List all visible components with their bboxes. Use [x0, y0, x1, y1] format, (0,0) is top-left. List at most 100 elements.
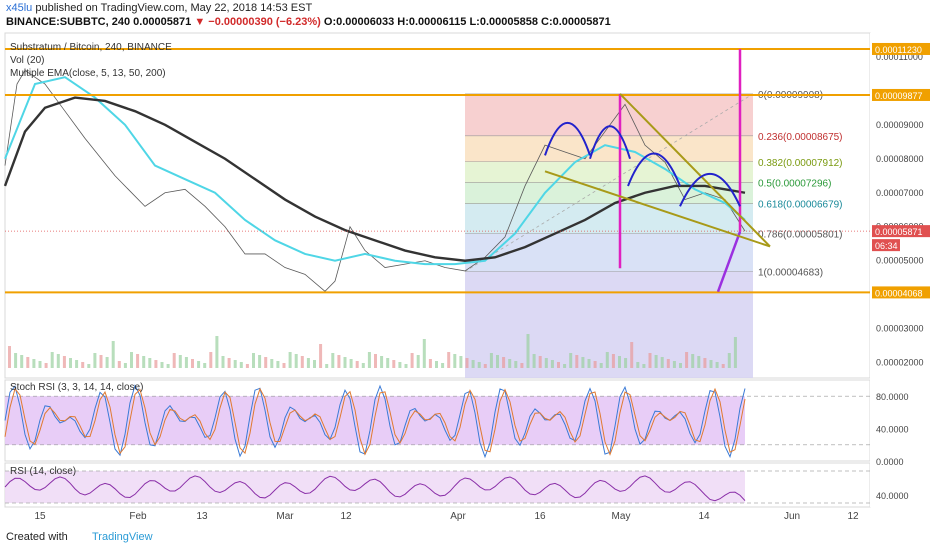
volume-bar: [538, 356, 542, 368]
volume-bar: [130, 352, 133, 368]
x-tick-label: 14: [698, 511, 710, 522]
arc-pattern-3: [679, 173, 741, 207]
stoch-tick-label: 80.0000: [876, 392, 909, 402]
volume-bar: [50, 352, 54, 368]
arc-pattern-0: [544, 122, 591, 156]
chart-canvas[interactable]: 0(0.00009908)0.236(0.00008675)0.382(0.00…: [0, 0, 932, 526]
volume-bar: [160, 362, 164, 368]
volume-bar: [727, 353, 731, 368]
volume-bar: [123, 363, 127, 368]
volume-bar: [636, 362, 640, 368]
volume-bar: [184, 357, 188, 368]
volume-bar: [233, 360, 237, 368]
price-label-box: [872, 88, 930, 101]
volume-bar: [648, 353, 652, 368]
y-tick-label: 0.00008000: [876, 154, 924, 164]
volume-bar: [197, 361, 201, 368]
volume-bar: [502, 357, 506, 368]
price-label-box: [872, 286, 930, 299]
volume-bar: [624, 358, 628, 368]
fib-zone-2: [465, 161, 753, 183]
volume-bar: [56, 354, 60, 368]
volume-bar: [587, 359, 591, 368]
volume-bar: [227, 358, 231, 368]
fib-trend-line: [464, 93, 754, 272]
volume-bar: [355, 361, 359, 368]
volume-bar: [581, 357, 585, 368]
volume-bar: [703, 358, 707, 368]
volume-bar: [239, 362, 243, 368]
x-tick-label: May: [612, 511, 631, 522]
rsi-band: [5, 471, 745, 503]
volume-bar: [62, 356, 66, 368]
fib-label-6: 1(0.00004683): [758, 268, 823, 279]
down-arrow-icon: ▼: [194, 16, 206, 28]
volume-bar: [435, 361, 438, 368]
fib-label-4: 0.618(0.00006679): [758, 200, 843, 211]
stoch-tick-label: 40.0000: [876, 425, 909, 435]
volume-bar: [270, 359, 274, 368]
volume-bar: [422, 339, 426, 368]
volume-bar: [642, 364, 646, 368]
volume-bar: [544, 358, 548, 368]
price-label: 06:34: [875, 241, 898, 251]
last-price: 0.00005871: [133, 16, 192, 28]
legend-volume: Vol (20): [10, 55, 44, 66]
volume-bar: [111, 341, 115, 368]
y-tick-label: 0.00009000: [876, 120, 924, 130]
volume-bar: [599, 363, 603, 368]
rsi-tick-label: 40.0000: [876, 491, 909, 501]
fib-label-1: 0.236(0.00008675): [758, 132, 843, 143]
volume-bar: [300, 356, 304, 368]
x-tick-label: 13: [196, 511, 208, 522]
price-axis[interactable]: [870, 33, 932, 507]
ema-long-line: [3, 96, 746, 262]
volume-bar: [44, 363, 48, 368]
fib-label-3: 0.5(0.00007296): [758, 179, 831, 190]
stoch-d-line: [4, 387, 746, 456]
author-link[interactable]: x45lu: [6, 2, 33, 14]
x-tick-label: 15: [34, 511, 46, 522]
volume-bar: [679, 363, 682, 368]
price-label: 0.00005871: [875, 227, 923, 237]
x-tick-label: 16: [534, 511, 546, 522]
arc-pattern-1: [589, 125, 631, 160]
tradingview-logo[interactable]: TradingView: [92, 531, 153, 543]
volume-bar: [459, 356, 463, 368]
volume-bar: [337, 355, 341, 368]
volume-bar: [331, 353, 335, 368]
volume-bar: [148, 358, 152, 368]
volume-bar: [483, 364, 487, 368]
volume-bar: [508, 359, 512, 368]
y-tick-label: 0.00003000: [876, 324, 924, 334]
x-tick-label: Apr: [450, 511, 466, 522]
volume-bar: [691, 354, 695, 368]
arc-pattern-2: [627, 152, 681, 187]
volume-bar: [32, 359, 36, 368]
volume-bar: [8, 346, 11, 368]
legend-symbol: Substratum / Bitcoin, 240, BINANCE: [10, 42, 172, 53]
volume-bar: [26, 357, 30, 368]
price-label-box: [872, 239, 900, 252]
volume-bar: [20, 355, 24, 368]
volume-bar: [514, 361, 518, 368]
price-change: −0.00000390 (−6.23%): [208, 16, 321, 28]
volume-bar: [563, 364, 567, 368]
y-tick-label: 0.00007000: [876, 188, 924, 198]
volume-bar: [532, 354, 536, 368]
stoch-tick-label: 0.0000: [876, 457, 904, 467]
legend-ema: Multiple EMA(close, 5, 13, 50, 200): [10, 68, 166, 79]
fib-zone-0: [465, 93, 753, 136]
x-tick-label: 12: [340, 511, 352, 522]
wedge-lower: [544, 170, 771, 248]
volume-bar: [392, 360, 396, 368]
volume-bar: [367, 352, 371, 368]
wedge-upper: [619, 93, 771, 248]
volume-bar: [215, 336, 219, 368]
publish-date: published on TradingView.com, May 22, 20…: [35, 2, 313, 14]
volume-bar: [672, 361, 676, 368]
volume-bar: [294, 354, 298, 368]
volume-bar: [374, 354, 377, 368]
volume-bar: [136, 354, 140, 368]
volume-bar: [166, 364, 170, 368]
